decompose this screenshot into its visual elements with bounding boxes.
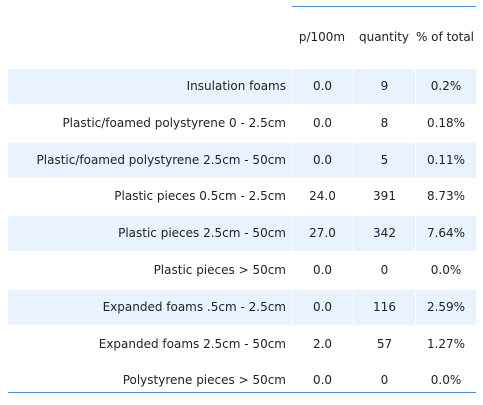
row-pct-total: 0.2%	[430, 79, 462, 93]
row-pct-total: 1.27%	[426, 336, 466, 351]
table-header: p/100m quantity % of total	[8, 6, 476, 69]
row-p100m: 0.0	[312, 115, 333, 130]
column-header-quantity: quantity	[358, 30, 410, 44]
row-label: Plastic pieces > 50cm	[153, 262, 286, 277]
row-p100m: 27.0	[309, 226, 336, 241]
table-row: Plastic/foamed polystyrene 0 - 2.5cm 0.0…	[8, 106, 476, 143]
table-row: Plastic pieces > 50cm 0.0 0 0.0%	[8, 253, 476, 290]
row-pct-total: 8.73%	[426, 189, 466, 204]
row-label: Insulation foams	[186, 79, 286, 93]
row-p100m: 0.0	[312, 152, 333, 167]
header-rule	[292, 6, 476, 7]
row-p100m: 0.0	[312, 262, 333, 277]
row-quantity: 9	[380, 79, 389, 93]
column-header-p100m: p/100m	[298, 30, 346, 44]
row-p100m: 2.0	[312, 336, 333, 351]
table-row: Insulation foams 0.0 9 0.2%	[8, 69, 476, 106]
table-row: Plastic/foamed polystyrene 2.5cm - 50cm …	[8, 142, 476, 180]
row-quantity: 342	[373, 226, 396, 241]
row-label: Expanded foams .5cm - 2.5cm	[102, 299, 286, 314]
row-label: Plastic/foamed polystyrene 0 - 2.5cm	[62, 115, 286, 130]
row-pct-total: 0.18%	[426, 115, 466, 130]
row-pct-total: 0.11%	[426, 152, 466, 167]
row-quantity: 5	[380, 152, 389, 167]
row-label: Expanded foams 2.5cm - 50cm	[98, 336, 286, 351]
row-quantity: 8	[380, 115, 389, 130]
row-quantity: 0	[380, 373, 389, 388]
table-row: Expanded foams 2.5cm - 50cm 2.0 57 1.27%	[8, 327, 476, 364]
row-quantity: 0	[380, 262, 389, 277]
bottom-rule	[8, 392, 476, 393]
row-label: Plastic pieces 0.5cm - 2.5cm	[114, 189, 286, 204]
row-pct-total: 7.64%	[426, 226, 466, 241]
row-label: Plastic/foamed polystyrene 2.5cm - 50cm	[36, 152, 286, 167]
row-pct-total: 0.0%	[430, 373, 462, 388]
row-label: Polystyrene pieces > 50cm	[122, 373, 286, 388]
row-p100m: 0.0	[312, 299, 333, 314]
table-row: Plastic pieces 2.5cm - 50cm 27.0 342 7.6…	[8, 216, 476, 253]
row-p100m: 24.0	[309, 189, 336, 204]
table-row: Expanded foams .5cm - 2.5cm 0.0 116 2.59…	[8, 289, 476, 327]
row-label: Plastic pieces 2.5cm - 50cm	[118, 226, 286, 241]
table-row: Plastic pieces 0.5cm - 2.5cm 24.0 391 8.…	[8, 179, 476, 216]
row-quantity: 57	[376, 336, 393, 351]
row-pct-total: 2.59%	[426, 299, 466, 314]
row-quantity: 116	[373, 299, 396, 314]
column-header-pct-total: % of total	[415, 30, 475, 44]
table-row: Polystyrene pieces > 50cm 0.0 0 0.0%	[8, 363, 476, 400]
row-p100m: 0.0	[312, 373, 333, 388]
row-pct-total: 0.0%	[430, 262, 462, 277]
row-quantity: 391	[373, 189, 396, 204]
row-p100m: 0.0	[312, 79, 333, 93]
table-body: Insulation foams 0.0 9 0.2% Plastic/foam…	[8, 69, 476, 400]
